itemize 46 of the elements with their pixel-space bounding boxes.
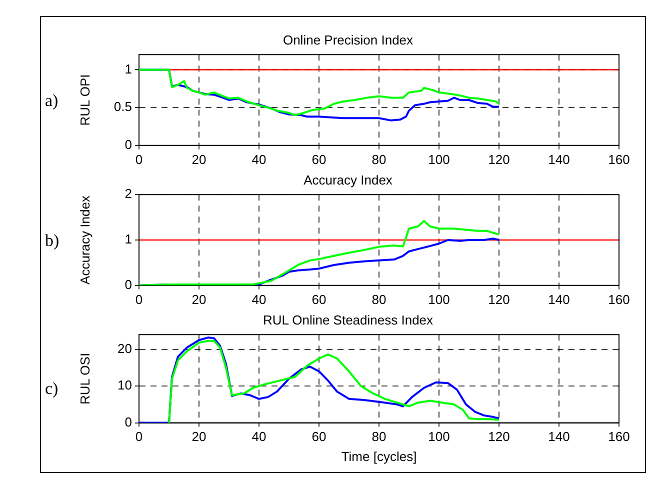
y-tick-label: 0: [124, 414, 132, 430]
x-tick-label: 120: [488, 292, 510, 307]
y-tick-label: 2: [124, 186, 132, 202]
x-tick-label: 60: [312, 152, 326, 167]
chart-title: RUL Online Steadiness Index: [262, 312, 434, 328]
y-tick-label: 20: [118, 340, 132, 356]
text: a): [45, 91, 58, 110]
y-tick-label: 0: [124, 276, 132, 292]
text: b): [45, 231, 60, 250]
x-tick-label: 0: [135, 152, 143, 167]
chart-title: Accuracy Index: [304, 172, 393, 188]
x-tick-label: 40: [252, 292, 266, 307]
x-tick-label: 140: [548, 152, 570, 167]
text: c): [45, 378, 58, 398]
y-axis-title: RUL OPI: [77, 74, 92, 126]
x-tick-label: 120: [488, 429, 510, 444]
x-tick-label: 60: [312, 429, 326, 444]
x-tick-label: 160: [608, 292, 630, 307]
y-axis-title: RUL OSI: [77, 352, 92, 404]
x-tick-label: 160: [608, 429, 630, 444]
chart-title: Online Precision Index: [282, 32, 414, 48]
x-tick-label: 160: [608, 152, 630, 167]
y-tick-label: 0: [124, 136, 132, 152]
y-tick-label: 1: [124, 61, 132, 76]
x-tick-label: 120: [488, 152, 510, 167]
x-tick-label: 140: [548, 429, 570, 444]
x-tick-label: 100: [428, 292, 450, 307]
x-tick-label: 20: [192, 292, 206, 307]
y-axis-title: Accuracy Index: [77, 195, 92, 284]
y-tick-label: 0.5: [114, 99, 132, 114]
x-tick-label: 20: [192, 152, 206, 167]
x-tick-label: 80: [372, 152, 386, 167]
x-tick-label: 100: [428, 429, 450, 444]
x-tick-label: 20: [192, 429, 206, 444]
x-tick-label: 100: [428, 152, 450, 167]
x-tick-label: 140: [548, 292, 570, 307]
x-tick-label: 60: [312, 292, 326, 307]
x-tick-label: 40: [252, 429, 266, 444]
x-tick-label: 80: [372, 429, 386, 444]
x-tick-label: 80: [372, 292, 386, 307]
x-axis-title: Time [cycles]: [341, 448, 417, 464]
y-tick-label: 1: [124, 232, 132, 247]
x-tick-label: 0: [135, 429, 143, 444]
x-tick-label: 40: [252, 152, 266, 167]
x-tick-label: 0: [135, 292, 143, 307]
y-tick-label: 10: [118, 378, 132, 393]
